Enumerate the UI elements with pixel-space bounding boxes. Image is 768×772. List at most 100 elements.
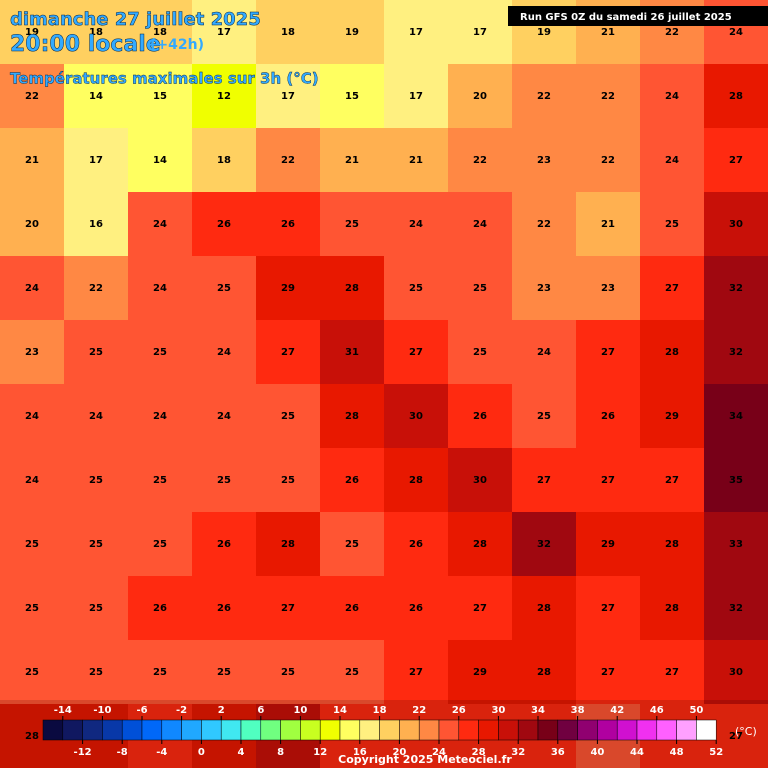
temperature-cell (640, 512, 705, 577)
legend-tick-label: 0 (198, 747, 205, 758)
legend-swatch (597, 719, 618, 741)
temperature-value: 26 (345, 603, 359, 614)
temperature-value: 25 (473, 283, 487, 294)
temperature-value: 30 (729, 219, 743, 230)
temperature-cell (320, 128, 385, 193)
temperature-cell (64, 512, 129, 577)
temperature-cell (320, 576, 385, 641)
legend-tick-label: 26 (452, 705, 466, 716)
temperature-cell (192, 0, 257, 65)
temperature-value: 24 (473, 219, 487, 230)
temperature-value: 27 (601, 475, 615, 486)
temperature-value: 22 (537, 91, 551, 102)
temperature-cell (640, 640, 705, 705)
temperature-value: 24 (665, 91, 679, 102)
temperature-value: 25 (281, 667, 295, 678)
temperature-value: 30 (473, 475, 487, 486)
temperature-cell (448, 448, 513, 513)
temperature-cell (320, 512, 385, 577)
legend-swatch (141, 719, 163, 741)
temperature-cell (64, 192, 129, 257)
copyright: Copyright 2025 Meteociel.fr (338, 753, 512, 766)
temperature-cell (0, 576, 65, 641)
temperature-value: 23 (537, 283, 551, 294)
temperature-cell (128, 128, 193, 193)
temperature-cell (512, 640, 577, 705)
temperature-cell (64, 64, 129, 129)
temperature-cell (256, 384, 321, 449)
temperature-cell (0, 128, 65, 193)
legend-swatch (319, 719, 341, 741)
temperature-cell (192, 512, 257, 577)
legend-swatch (121, 719, 143, 741)
temperature-cell (448, 576, 513, 641)
temperature-value: 25 (345, 539, 359, 550)
temperature-cell (0, 0, 65, 65)
temperature-cell (512, 384, 577, 449)
legend-tick-label: 4 (238, 747, 245, 758)
temperature-cell (320, 64, 385, 129)
legend-tick-label: 28 (472, 747, 486, 758)
temperature-cell (128, 64, 193, 129)
legend-swatch (537, 719, 559, 741)
temperature-value: 20 (25, 219, 39, 230)
legend-tick-label: -2 (176, 705, 187, 716)
temperature-value: 26 (217, 539, 231, 550)
temperature-value: 20 (473, 91, 487, 102)
temperature-cell (256, 448, 321, 513)
temperature-cell (320, 320, 385, 385)
temperature-cell (640, 64, 705, 129)
legend-tick-label: -6 (136, 705, 147, 716)
legend-swatch (240, 719, 262, 741)
temperature-cell (448, 640, 513, 705)
legend-tick-label: 24 (432, 747, 446, 758)
temperature-value: 25 (89, 667, 103, 678)
temperature-cell (704, 384, 768, 449)
run-box (508, 6, 768, 26)
temperature-value: 15 (153, 91, 167, 102)
legend-tick-label: 42 (610, 705, 624, 716)
legend-swatch (696, 719, 717, 741)
temperature-cell (704, 576, 768, 641)
temperature-value: 28 (665, 347, 679, 358)
temperature-value: 25 (89, 603, 103, 614)
legend-swatch (498, 719, 519, 741)
temperature-cell (512, 256, 577, 321)
temperature-value: 27 (409, 667, 423, 678)
temperature-cell (128, 448, 193, 513)
temperature-value: 24 (665, 155, 679, 166)
temperature-value: 28 (537, 603, 551, 614)
legend-tick-label: 44 (630, 747, 644, 758)
temperature-cell (704, 64, 768, 129)
legend-swatch (458, 719, 479, 741)
temperature-value: 22 (281, 155, 295, 166)
temperature-value: 25 (25, 667, 39, 678)
temperature-value: 24 (217, 347, 231, 358)
legend-tick-label: 14 (333, 705, 347, 716)
temperature-cell (448, 320, 513, 385)
temperature-value: 24 (537, 347, 551, 358)
temperature-value: 24 (25, 283, 39, 294)
temperature-cell (576, 576, 641, 641)
temperature-value: 32 (729, 347, 743, 358)
legend-swatch (62, 719, 83, 741)
temperature-value: 25 (217, 475, 231, 486)
temperature-value: 32 (729, 603, 743, 614)
subtitle: Températures maximales sur 3h (°C) (10, 70, 319, 88)
temperature-value: 28 (473, 539, 487, 550)
legend-swatch (260, 719, 281, 741)
temperature-value: 25 (89, 475, 103, 486)
date: dimanche 27 juillet 2025 (10, 9, 261, 30)
temperature-cell (256, 512, 321, 577)
temperature-cell (704, 640, 768, 705)
temperature-value: 25 (25, 603, 39, 614)
temperature-cell (192, 128, 257, 193)
legend-tick-label: 6 (257, 705, 264, 716)
temperature-cell (128, 0, 193, 65)
temperature-value: 25 (217, 667, 231, 678)
temperature-value: 29 (665, 411, 679, 422)
temperature-cell (640, 192, 705, 257)
temperature-value: 22 (601, 155, 615, 166)
temperature-cell (192, 640, 257, 705)
temperature-cell (576, 448, 641, 513)
